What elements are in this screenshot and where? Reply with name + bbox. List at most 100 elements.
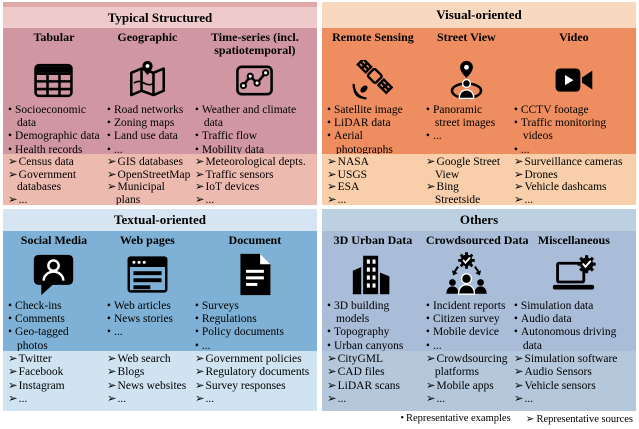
examples-list: • Road networks • Zoning maps • Land use data… <box>107 104 188 154</box>
source-arrow-icon: ➢ <box>106 181 117 194</box>
example-bullet-icon: • <box>513 313 518 326</box>
source-item-label: Meteorological depts. <box>205 156 306 168</box>
examples-list: • Simulation data • Audio data • Autonomous d… <box>514 300 634 351</box>
source-item-label: ... <box>117 393 127 406</box>
quadrant-title-textual-oriented: Textual-oriented <box>3 209 317 231</box>
example-item-label: Zoning maps <box>113 117 175 130</box>
example-item-label: Autonomous driving data <box>520 326 617 351</box>
example-item-label: ... <box>113 326 123 339</box>
source-item-label: Blogs <box>117 366 145 379</box>
example-item: • Regulations <box>195 313 315 326</box>
column: 3D Urban Data • 3D building models • Topogra… <box>322 231 421 352</box>
sources-column: ➢Simulation software ➢Audio Sensors ➢Vehic… <box>509 351 636 411</box>
sources-list: ➢Crowdsourcing platforms ➢Mobile apps ➢... <box>425 351 508 407</box>
legend-sources-label: Representative sources <box>536 413 633 425</box>
source-item-label: Government databases <box>17 168 77 194</box>
column: Time-series (incl. spatiotemporal) • Weath… <box>190 28 317 155</box>
example-item: •... <box>107 144 188 154</box>
column-title: Crowdsourced Data <box>425 233 529 247</box>
sources-list: ➢Web search ➢Blogs ➢News websites ➢... <box>107 351 188 407</box>
source-item: ➢Meteorological depts. <box>195 156 315 169</box>
example-bullet-icon: • <box>106 117 111 130</box>
example-item-label: 3D building models <box>334 300 390 326</box>
source-item: ➢Traffic sensors <box>195 169 315 182</box>
source-item-label: Vehicle sensors <box>524 379 596 392</box>
example-item: • Surveys <box>195 300 315 313</box>
laptop-gear-icon <box>514 251 634 300</box>
source-arrow-icon: ➢ <box>194 353 205 365</box>
sources-column: ➢Crowdsourcing platforms ➢Mobile apps ➢... <box>421 351 509 411</box>
source-item-label: Vehicle dashcams <box>524 181 607 194</box>
example-bullet-icon: • <box>8 143 13 154</box>
example-item-label: Mobility data <box>201 143 265 154</box>
example-bullet-icon: • <box>194 313 199 326</box>
example-bullet-icon: • <box>8 104 13 116</box>
example-bullet-icon: • <box>513 104 518 116</box>
example-bullet-icon: • <box>8 300 13 312</box>
example-item: • Land use data <box>107 130 188 143</box>
examples-list: •Check-ins•Comments•Geo-tagged photos•..… <box>8 300 100 351</box>
example-bullet-icon: • <box>106 300 111 312</box>
data-taxonomy-diagram: Typical Structured Tabular • Socioeconomic … <box>3 2 636 411</box>
example-bullet-icon: • <box>327 300 332 312</box>
column: Crowdsourced Data • Incident reports • Citiz… <box>421 231 529 352</box>
source-arrow-icon: ➢ <box>513 181 524 194</box>
source-arrow-icon: ➢ <box>327 181 337 194</box>
example-item: • Traffic flow <box>195 130 315 143</box>
example-item: •... <box>195 340 315 351</box>
source-item: ➢Google Street View <box>426 156 507 181</box>
source-item-label: ... <box>524 193 534 205</box>
example-item-label: Comments <box>15 313 65 326</box>
example-item: • News stories <box>107 313 188 326</box>
source-item-label: Census data <box>18 156 74 168</box>
example-bullet-icon: • <box>194 326 199 339</box>
source-arrow-icon: ➢ <box>8 193 18 205</box>
source-item: ➢Blogs <box>107 366 188 379</box>
source-item-label: Traffic sensors <box>205 168 274 181</box>
source-item: ➢Bing Streetside <box>426 181 507 205</box>
example-item-label: ... <box>432 130 442 143</box>
sources-column: ➢Meteorological depts. ➢Traffic sensors ➢I… <box>190 154 317 205</box>
source-arrow-icon: ➢ <box>194 366 205 379</box>
source-item: ➢LiDAR scans <box>327 380 419 393</box>
examples-list: • Socioeconomic data • Demographic data • Hea… <box>8 104 100 154</box>
example-item-label: Regulations <box>201 313 257 326</box>
source-item: ➢... <box>107 393 188 406</box>
source-arrow-icon: ➢ <box>327 393 337 406</box>
example-bullet-icon: • <box>106 104 111 116</box>
column-title: Remote Sensing <box>332 30 414 44</box>
column-title: Video <box>559 30 589 44</box>
column: Video • CCTV footage • Traffic monitoring vi… <box>509 28 636 155</box>
sources-band: ➢Twitter ➢Facebook ➢Instagram ➢... ➢Web sear… <box>3 351 317 411</box>
sources-column: ➢GIS databases ➢OpenStreetMap ➢Municipal p… <box>102 154 190 205</box>
column-title: Time-series (incl. spatiotemporal) <box>211 30 299 57</box>
source-item-label: Crowdsourcing platforms <box>434 353 508 379</box>
source-arrow-icon: ➢ <box>8 366 18 379</box>
source-arrow-icon: ➢ <box>425 379 436 392</box>
example-item: •... <box>426 340 507 351</box>
column: Social Media • Check-ins • Comments • Geo-tagg… <box>3 231 102 352</box>
source-arrow-icon: ➢ <box>194 156 205 168</box>
sources-list: ➢Census data ➢Government databases ➢... <box>8 154 100 205</box>
examples-list: • Surveys • Regulations • Policy documents •..… <box>195 300 315 351</box>
line-chart-icon <box>195 59 315 104</box>
example-bullet-icon: • <box>194 130 199 143</box>
source-arrow-icon: ➢ <box>8 168 18 181</box>
example-item: •... <box>426 130 507 143</box>
example-bullet-icon: • <box>106 130 111 143</box>
sources-list: ➢Government policies ➢Regulatory document… <box>195 351 315 407</box>
examples-list: • Web articles • News stories •... <box>107 300 188 340</box>
example-item-label: Road networks <box>113 104 184 116</box>
example-item: • Policy documents <box>195 326 315 339</box>
source-item-label: Facebook <box>18 366 64 379</box>
street-view-pin-icon <box>426 59 507 104</box>
satellite-icon <box>327 59 419 104</box>
example-item-label: ... <box>432 339 442 351</box>
source-item: ➢Vehicle sensors <box>514 380 634 393</box>
source-arrow-icon: ➢ <box>513 366 524 379</box>
example-item: • Audio data <box>514 313 634 326</box>
example-bullet-icon: • <box>425 326 430 339</box>
source-item-label: ... <box>18 393 28 406</box>
source-item: ➢News websites <box>107 380 188 393</box>
source-item-label: Bing Streetside <box>434 181 481 205</box>
